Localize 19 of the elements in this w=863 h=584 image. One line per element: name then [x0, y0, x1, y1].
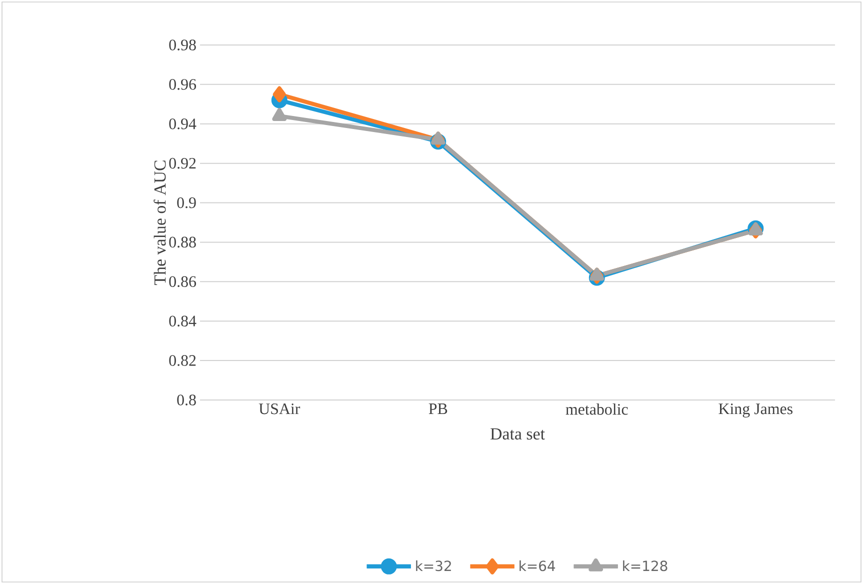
- y-tick-label: 0.86: [169, 276, 196, 288]
- y-tick-label: 0.88: [169, 236, 196, 248]
- y-tick-label: 0.82: [169, 355, 196, 366]
- legend-label: k=64: [520, 560, 556, 572]
- y-tick-label: 0.9: [177, 197, 196, 208]
- legend-label: k=128: [623, 560, 668, 572]
- y-tick-label: 0.8: [177, 394, 196, 406]
- y-tick-label: 0.84: [169, 316, 196, 327]
- y-tick-label: 0.96: [169, 79, 196, 90]
- y-tick-label: 0.92: [169, 158, 196, 169]
- x-axis-title: Data set: [490, 428, 545, 440]
- x-tick-label: King James: [718, 404, 792, 418]
- y-tick-label: 0.98: [169, 40, 196, 50]
- y-tick-label: 0.94: [169, 118, 196, 130]
- legend-label: k=32: [416, 560, 451, 572]
- x-tick-label: metabolic: [566, 404, 628, 415]
- x-tick-label: PB: [428, 404, 448, 414]
- y-axis-title: The value of AUC: [154, 160, 166, 285]
- x-tick-label: USAir: [258, 404, 300, 414]
